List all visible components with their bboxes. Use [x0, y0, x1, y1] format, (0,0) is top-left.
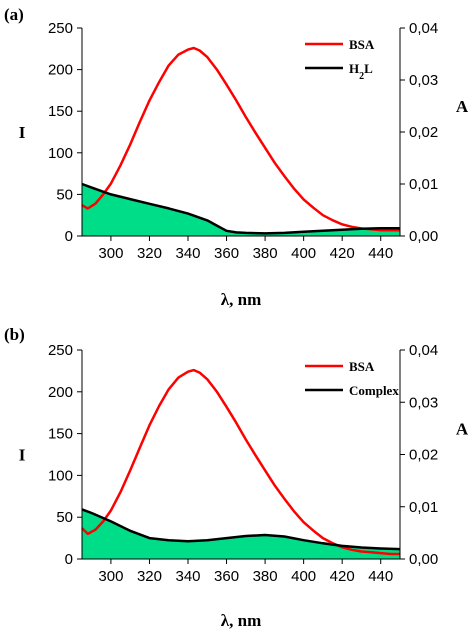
x-tick-label: 340 — [175, 245, 200, 262]
y-left-tick-label: 200 — [48, 384, 73, 401]
legend-label-complex: Complex — [349, 383, 399, 398]
x-tick-label: 360 — [214, 568, 239, 585]
chart-panel-2: (b) 0 50 100 150 200 250 0,00 0,01 0,02 0,03 0,04 30… — [4, 325, 469, 630]
y-right-tick-label: 0,01 — [409, 499, 438, 516]
y-left-tick-label: 250 — [48, 20, 73, 37]
y-left-tick-label: 200 — [48, 62, 73, 79]
legend-label-bsa: BSA — [349, 37, 375, 52]
y-right-tick-label: 0,02 — [409, 124, 438, 141]
series-line-bsa — [81, 368, 400, 556]
x-tick-label: 380 — [253, 568, 278, 585]
y-axis-left-title: I — [19, 123, 26, 142]
y-right-tick-label: 0,03 — [409, 72, 438, 89]
x-axis-title: λ, nm — [221, 290, 261, 309]
x-tick-label: 400 — [291, 245, 316, 262]
series-line-h2l — [81, 182, 400, 235]
x-tick-label: 360 — [214, 245, 239, 262]
y-right-tick-label: 0,01 — [409, 176, 438, 193]
y-right-tick-label: 0,00 — [409, 228, 438, 245]
series-line-bsa — [81, 46, 400, 232]
series-fill-complex — [82, 509, 400, 559]
y-right-tick-label: 0,00 — [409, 551, 438, 568]
x-tick-label: 400 — [291, 568, 316, 585]
x-tick-label: 320 — [137, 245, 162, 262]
chart-panel-1: (a) 0 50 100 150 200 250 0,00 0,01 0,02 0,03 0,04 30… — [4, 5, 469, 309]
panel-label: (b) — [4, 325, 25, 344]
y-axis-right-title: A — [456, 97, 469, 116]
y-left-tick-label: 150 — [48, 103, 73, 120]
x-tick-label: 300 — [98, 245, 123, 262]
legend-label-bsa: BSA — [349, 359, 375, 374]
y-left-tick-label: 150 — [48, 426, 73, 443]
y-right-tick-label: 0,03 — [409, 394, 438, 411]
y-left-tick-label: 0 — [65, 551, 73, 568]
y-axis-left-title: I — [19, 446, 26, 465]
series-fill-h2l — [82, 184, 400, 236]
y-left-tick-label: 100 — [48, 145, 73, 162]
y-left-tick-label: 100 — [48, 467, 73, 484]
y-left-tick-label: 50 — [56, 509, 73, 526]
series-line-complex — [81, 508, 401, 551]
x-tick-label: 300 — [98, 568, 123, 585]
x-tick-label: 380 — [253, 245, 278, 262]
panel-label: (a) — [4, 5, 24, 24]
x-tick-label: 420 — [330, 568, 355, 585]
y-left-tick-label: 50 — [56, 186, 73, 203]
y-right-tick-label: 0,04 — [409, 342, 438, 359]
x-axis-title: λ, nm — [221, 611, 261, 630]
y-axis-right-title: A — [456, 420, 469, 439]
y-left-tick-label: 0 — [65, 228, 73, 245]
x-tick-label: 420 — [330, 245, 355, 262]
legend-label-h2l: H2L — [349, 61, 373, 82]
x-tick-label: 340 — [175, 568, 200, 585]
y-right-tick-label: 0,04 — [409, 20, 438, 37]
y-left-tick-label: 250 — [48, 342, 73, 359]
x-tick-label: 440 — [368, 568, 393, 585]
y-right-tick-label: 0,02 — [409, 447, 438, 464]
x-tick-label: 320 — [137, 568, 162, 585]
x-tick-label: 440 — [368, 245, 393, 262]
